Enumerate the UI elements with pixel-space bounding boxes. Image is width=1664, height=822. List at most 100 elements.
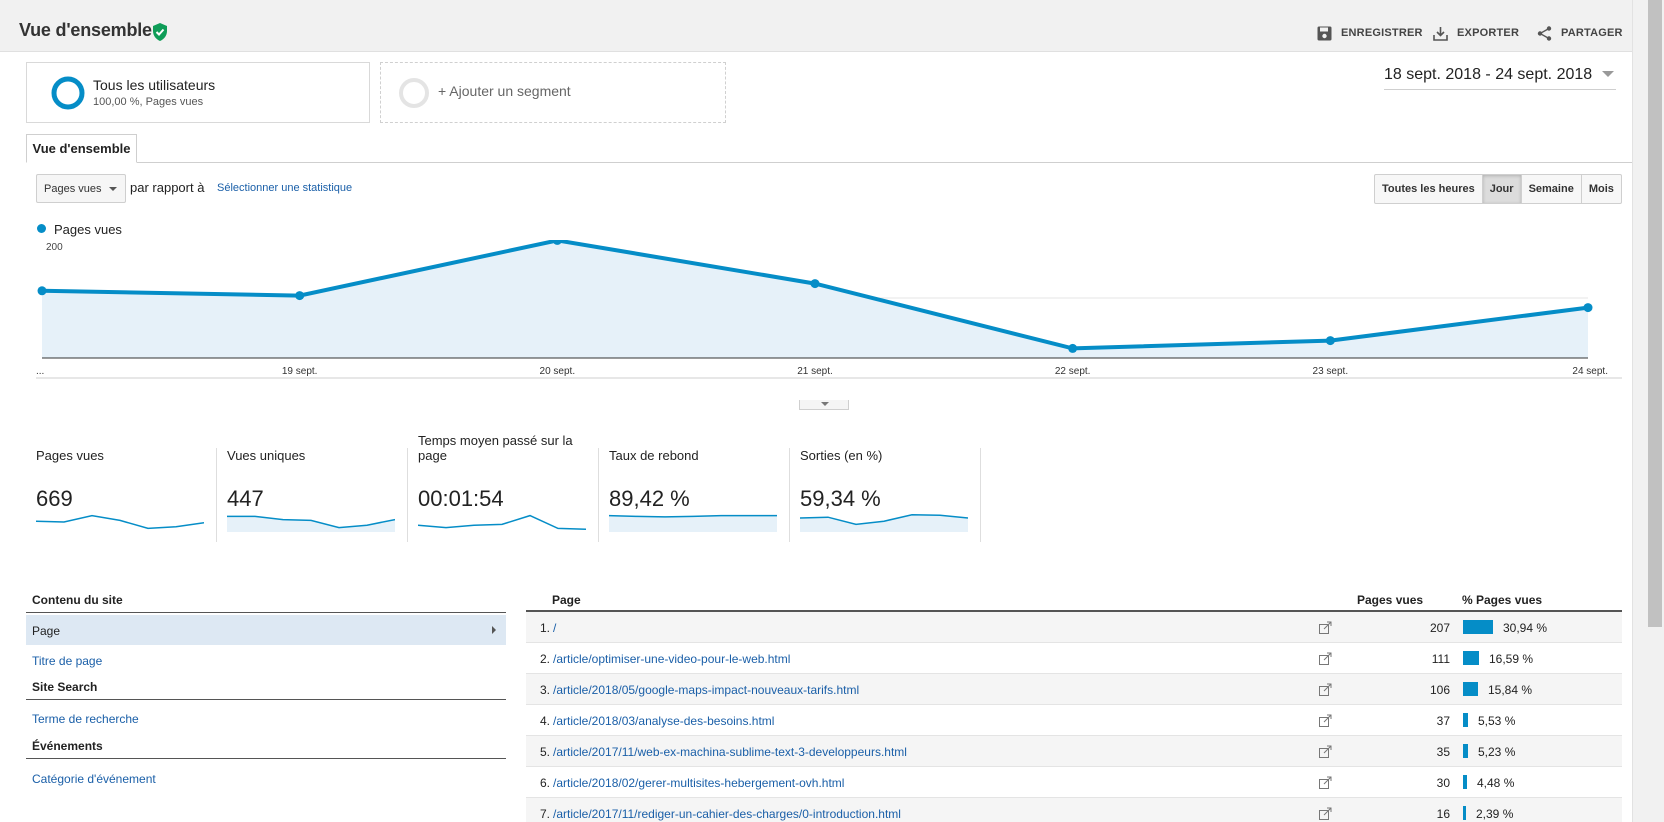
percent-bar (1463, 806, 1466, 820)
date-range-picker[interactable]: 18 sept. 2018 - 24 sept. 2018 (1384, 66, 1616, 90)
data-point[interactable] (1068, 343, 1078, 353)
percent-bar (1463, 713, 1468, 727)
row-index: 4. (539, 714, 550, 728)
table-row[interactable]: 7./article/2017/11/rediger-un-cahier-des… (526, 798, 1622, 822)
column-header-pageviews[interactable]: Pages vues (1357, 593, 1424, 607)
table-row[interactable]: 4./article/2018/03/analyse-des-besoins.h… (526, 705, 1622, 736)
scorecard[interactable]: Temps moyen passé sur la page 00:01:54 (408, 433, 599, 542)
pageviews-value: 16 (1436, 807, 1450, 821)
sparkline (418, 514, 586, 530)
sparkline-area (609, 515, 777, 532)
open-external-icon[interactable] (1319, 683, 1332, 696)
data-point[interactable] (1583, 303, 1593, 313)
scorecard[interactable]: Sorties (en %) 59,34 % (790, 448, 981, 542)
metric-select[interactable]: Pages vues (36, 174, 126, 203)
row-index: 7. (539, 807, 550, 821)
scorecard-label: Vues uniques (227, 448, 306, 463)
pageviews-line-chart[interactable]: 100200...19 sept.20 sept.21 sept.22 sept… (36, 240, 1622, 400)
nav-item-event-category[interactable]: Catégorie d'événement (32, 772, 156, 786)
empty-segment-ring-icon (399, 78, 429, 108)
nav-item-search-term[interactable]: Terme de recherche (32, 712, 139, 726)
chart-collapse-handle[interactable] (799, 400, 849, 410)
sparkline-line (418, 514, 586, 530)
add-segment-button[interactable]: + Ajouter un segment (380, 62, 726, 123)
segment-all-users[interactable]: Tous les utilisateurs 100,00 %, Pages vu… (26, 62, 370, 123)
nav-heading-site-content: Contenu du site (26, 593, 506, 613)
percent-value: 16,59 % (1489, 652, 1534, 666)
page-link[interactable]: /article/2017/11/web-ex-machina-sublime-… (553, 745, 907, 759)
page-link[interactable]: /article/2018/03/analyse-des-besoins.htm… (553, 714, 775, 728)
open-external-icon[interactable] (1319, 807, 1332, 820)
scorecard[interactable]: Taux de rebond 89,42 % (599, 448, 790, 542)
table-row[interactable]: 1./ 207 30,94 % (526, 612, 1622, 643)
data-point[interactable] (37, 286, 47, 296)
open-external-icon[interactable] (1319, 652, 1332, 665)
scrollbar-thumb[interactable] (1648, 0, 1662, 627)
scorecard-value: 447 (227, 486, 264, 511)
percent-bar (1463, 620, 1493, 634)
scorecard[interactable]: Vues uniques 447 (217, 448, 408, 542)
select-statistic-link[interactable]: Sélectionner une statistique (217, 182, 353, 194)
row-index: 5. (539, 745, 550, 759)
x-tick-label: 23 sept. (1313, 366, 1349, 377)
row-index: 3. (539, 683, 550, 697)
open-external-icon[interactable] (1319, 776, 1332, 789)
data-point[interactable] (1325, 336, 1335, 346)
granularity-month-button[interactable]: Mois (1588, 183, 1614, 195)
table-row[interactable]: 3./article/2018/05/google-maps-impact-no… (526, 674, 1622, 705)
pageviews-value: 35 (1436, 745, 1450, 759)
column-header-page[interactable]: Page (552, 593, 581, 607)
column-header-pageviews-pct[interactable]: % Pages vues (1462, 593, 1543, 607)
scorecard-value: 669 (36, 486, 73, 511)
save-icon (1317, 26, 1332, 40)
x-tick-label: 21 sept. (797, 366, 833, 377)
page-link[interactable]: / (553, 621, 557, 635)
table-row[interactable]: 5./article/2017/11/web-ex-machina-sublim… (526, 736, 1622, 767)
granularity-week-button[interactable]: Semaine (1522, 175, 1582, 203)
granularity-day-button[interactable]: Jour (1482, 175, 1522, 203)
page-link[interactable]: /article/2018/02/gerer-multisites-heberg… (553, 776, 845, 790)
sparkline-line (609, 514, 777, 518)
pageviews-value: 207 (1429, 621, 1450, 635)
verified-shield-icon (153, 23, 167, 41)
segment-name: Tous les utilisateurs (93, 77, 216, 93)
open-external-icon[interactable] (1319, 714, 1332, 727)
scorecard-label: Pages vues (36, 448, 104, 463)
percent-value: 2,39 % (1476, 807, 1514, 821)
granularity-hourly-button[interactable]: Toutes les heures (1375, 175, 1483, 203)
x-tick-label: 19 sept. (282, 366, 318, 377)
data-point[interactable] (810, 279, 820, 289)
share-button[interactable]: PARTAGER (1537, 24, 1623, 42)
save-button[interactable]: ENREGISTRER (1317, 24, 1423, 42)
scorecard[interactable]: Pages vues 669 (26, 448, 217, 542)
nav-item-page[interactable]: Page (26, 615, 506, 645)
report-header: Vue d'ensemble ENREGISTRER EXPORTER PART… (0, 0, 1632, 52)
page-link[interactable]: /article/2018/05/google-maps-impact-nouv… (553, 683, 860, 697)
page-link[interactable]: /article/optimiser-une-video-pour-le-web… (553, 652, 791, 666)
percent-value: 5,23 % (1478, 745, 1516, 759)
chevron-down-icon (1602, 71, 1614, 77)
percent-value: 15,84 % (1488, 683, 1533, 697)
export-button[interactable]: EXPORTER (1433, 24, 1519, 42)
scorecard-label: Temps moyen passé sur la page (418, 433, 573, 463)
tab-overview[interactable]: Vue d'ensemble (26, 134, 137, 163)
percent-bar (1463, 775, 1467, 789)
open-external-icon[interactable] (1319, 745, 1332, 758)
data-point[interactable] (552, 240, 562, 245)
row-index: 6. (539, 776, 550, 790)
download-icon (1433, 26, 1448, 41)
tab-divider (26, 162, 1632, 163)
open-external-icon[interactable] (1319, 621, 1332, 634)
scorecard-value: 59,34 % (800, 486, 881, 511)
sparkline (227, 515, 395, 532)
data-point[interactable] (295, 291, 305, 301)
page-link[interactable]: /article/2017/11/rediger-un-cahier-des-c… (553, 807, 901, 821)
percent-value: 4,48 % (1477, 776, 1515, 790)
table-row[interactable]: 2./article/optimiser-une-video-pour-le-w… (526, 643, 1622, 674)
table-row[interactable]: 6./article/2018/02/gerer-multisites-hebe… (526, 767, 1622, 798)
percent-bar (1463, 651, 1479, 665)
nav-item-page-title[interactable]: Titre de page (32, 654, 103, 668)
page-title: Vue d'ensemble (19, 20, 152, 40)
percent-bar (1463, 682, 1478, 696)
share-label: PARTAGER (1561, 27, 1623, 39)
